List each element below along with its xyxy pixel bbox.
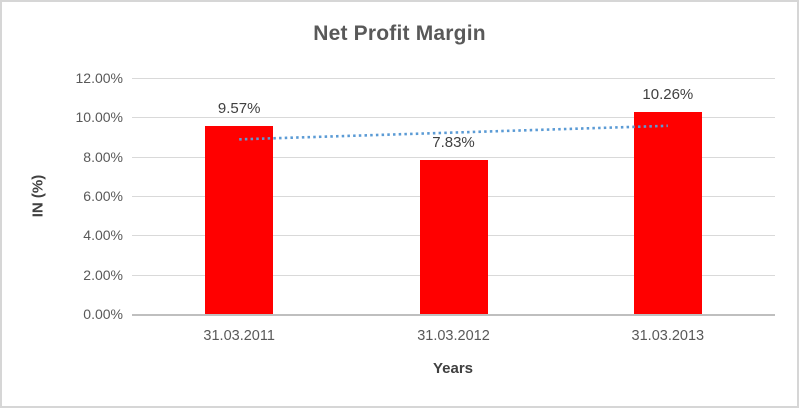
x-axis-tick-label: 31.03.2013 bbox=[631, 328, 705, 344]
plot-area: 0.00% 2.00% 4.00% 6.00% 8.00% 10.00% 12.00% 9.5… bbox=[76, 70, 775, 344]
y-axis-tick-label: 4.00% bbox=[83, 227, 123, 244]
x-axis-tick-label: 31.03.2011 bbox=[203, 328, 275, 344]
bar-data-label: 7.83% bbox=[432, 134, 475, 152]
y-axis-tick-label: 10.00% bbox=[75, 109, 123, 126]
bar bbox=[633, 112, 702, 314]
gridline bbox=[132, 117, 775, 119]
x-axis-title: Years bbox=[432, 360, 474, 377]
bar-data-label: 10.26% bbox=[642, 86, 694, 104]
x-axis-tick-label: 31.03.2012 bbox=[417, 328, 490, 344]
gridline bbox=[132, 156, 775, 158]
chart-title: Net Profit Margin bbox=[313, 22, 486, 45]
gridline bbox=[132, 78, 775, 79]
bar bbox=[419, 160, 488, 314]
bar-data-label: 9.57% bbox=[217, 99, 261, 117]
y-axis-tick-label: 0.00% bbox=[83, 306, 123, 322]
y-axis-tick-label: 12.00% bbox=[75, 70, 123, 86]
bar bbox=[205, 125, 274, 314]
y-axis-title: IN (%) bbox=[29, 174, 47, 218]
y-axis-tick-label: 6.00% bbox=[83, 188, 123, 204]
y-axis-tick-label: 2.00% bbox=[83, 266, 123, 283]
y-axis-tick-label: 8.00% bbox=[83, 148, 123, 165]
